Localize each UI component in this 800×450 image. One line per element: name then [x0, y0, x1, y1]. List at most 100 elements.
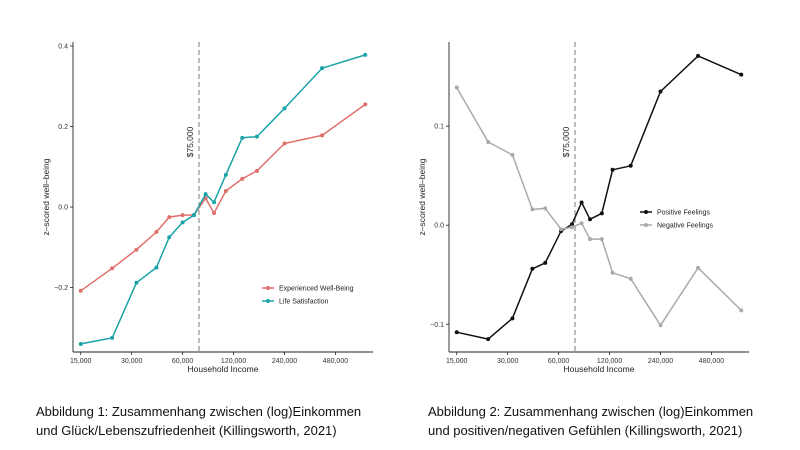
c2-x-tick-label: 60,000 — [548, 358, 570, 365]
c2-x-tick-label: 120,000 — [597, 358, 622, 365]
c2-series-2-point — [510, 152, 515, 157]
caption-figure-1-line-2: und Glück/Lebenszufriedenheit (Killingsw… — [36, 423, 337, 438]
caption-figure-2-line-1: Abbildung 2: Zusammenhang zwischen (log)… — [428, 404, 754, 419]
c2-series-1-point — [599, 211, 604, 216]
c1-series-2-point — [212, 200, 217, 205]
c1-series-2-point — [203, 192, 208, 197]
c1-y-tick-label: 0.0 — [58, 205, 68, 212]
c1-series-2-point — [154, 265, 159, 270]
c1-x-axis-title: Household Income — [188, 364, 259, 374]
c1-series-1-point — [110, 266, 115, 271]
c1-x-tick-label: 120,000 — [221, 358, 246, 365]
c2-series-1-point — [543, 260, 548, 265]
c2-x-tick-label: 30,000 — [497, 358, 519, 365]
c2-series-2-point — [588, 237, 593, 242]
c1-series-2-point — [254, 134, 259, 139]
c2-series-2-point — [696, 265, 701, 270]
c1-series-2-point — [167, 235, 172, 240]
c2-series-2-point — [543, 206, 548, 211]
c2-y-tick-label: 0.1 — [434, 124, 444, 131]
c2-series-1-point — [579, 200, 584, 205]
c2-series-2-point — [530, 207, 535, 212]
c1-series-1-point — [282, 141, 287, 146]
caption-figure-1: Abbildung 1: Zusammenhang zwischen (log)… — [36, 402, 361, 440]
c2-reference-line-label: $75,000 — [561, 126, 571, 157]
c1-y-tick-label: 0.4 — [58, 44, 68, 51]
c1-series-1-point — [320, 133, 325, 138]
c2-legend-label-2: Negative Feelings — [657, 223, 714, 230]
c1-series-2-point — [282, 106, 287, 111]
c2-series-1-point — [628, 163, 633, 168]
c1-series-1-point — [363, 102, 368, 107]
c2-series-2-point — [599, 237, 604, 242]
c1-series-2-point — [363, 52, 368, 57]
c2-series-1-point — [696, 53, 701, 58]
c1-x-tick-label: 480,000 — [323, 358, 348, 365]
c1-series-2-point — [320, 66, 325, 71]
c1-legend-key-point-2 — [266, 299, 270, 303]
c1-x-tick-label: 60,000 — [172, 358, 194, 365]
c2-series-2-point — [628, 276, 633, 281]
c2-series-line-1 — [456, 55, 742, 340]
c2-legend-key-point-1 — [644, 210, 648, 214]
c1-legend-label-1: Experienced Well-Being — [279, 286, 354, 293]
c2-series-1-point — [739, 72, 744, 77]
c1-legend-key-point-1 — [266, 286, 270, 290]
caption-figure-2-line-2: und positiven/negativen Gefühlen (Killin… — [428, 423, 743, 438]
c1-series-1-point — [240, 176, 245, 181]
c2-x-axis-title: Household Income — [564, 364, 635, 374]
c2-y-axis-title: z–scored well–being — [417, 158, 427, 235]
c2-series-1-point — [530, 266, 535, 271]
caption-figure-2: Abbildung 2: Zusammenhang zwischen (log)… — [428, 402, 753, 440]
c1-x-tick-label: 30,000 — [121, 358, 143, 365]
c1-x-tick-label: 15,000 — [70, 358, 92, 365]
c2-x-tick-label: 240,000 — [648, 358, 673, 365]
c1-series-2-point — [223, 172, 228, 177]
c2-series-2-point — [658, 323, 663, 328]
c2-series-1-point — [658, 89, 663, 94]
c2-legend-key-point-2 — [644, 223, 648, 227]
c1-series-2-point — [191, 213, 196, 218]
c1-series-2-point — [78, 341, 83, 346]
c2-series-1-point — [486, 337, 491, 342]
c1-series-2-point — [110, 335, 115, 340]
c1-series-1-point — [167, 215, 172, 220]
c1-series-1-point — [154, 230, 159, 235]
c1-legend-label-2: Life Satisfaction — [279, 299, 329, 306]
c1-y-tick-label: −0.2 — [54, 285, 68, 292]
c1-reference-line-label: $75,000 — [185, 126, 195, 157]
c2-series-2-point — [579, 221, 584, 226]
c2-x-tick-label: 15,000 — [446, 358, 468, 365]
c1-series-2-point — [240, 135, 245, 140]
c1-y-tick-label: 0.2 — [58, 124, 68, 131]
c2-x-tick-label: 480,000 — [699, 358, 724, 365]
caption-figure-1-line-1: Abbildung 1: Zusammenhang zwischen (log)… — [36, 404, 362, 419]
c1-series-1-point — [254, 168, 259, 173]
c2-y-tick-label: 0.0 — [434, 223, 444, 230]
c2-series-2-point — [739, 308, 744, 313]
c2-series-2-point — [610, 270, 615, 275]
c1-series-1-point — [223, 188, 228, 193]
c2-legend-label-1: Positive Feelings — [657, 210, 710, 217]
c2-series-1-point — [570, 222, 575, 227]
c1-series-2-point — [180, 220, 185, 225]
c1-series-1-point — [78, 288, 83, 293]
c1-x-tick-label: 240,000 — [272, 358, 297, 365]
c1-y-axis-title: z–scored well–being — [41, 158, 51, 235]
c2-series-1-point — [454, 330, 459, 335]
c2-series-2-point — [570, 225, 575, 230]
c2-series-1-point — [610, 167, 615, 172]
c2-series-1-point — [588, 217, 593, 222]
c1-series-1-point — [212, 211, 217, 216]
c2-series-1-point — [510, 316, 515, 321]
c2-series-line-2 — [456, 87, 742, 327]
c1-series-1-point — [180, 213, 185, 218]
c2-series-2-point — [486, 140, 491, 145]
c1-series-1-point — [134, 247, 139, 252]
c1-series-2-point — [134, 280, 139, 285]
c2-y-tick-label: −0.1 — [430, 322, 444, 329]
c2-series-2-point — [559, 227, 564, 232]
c2-series-2-point — [454, 85, 459, 90]
